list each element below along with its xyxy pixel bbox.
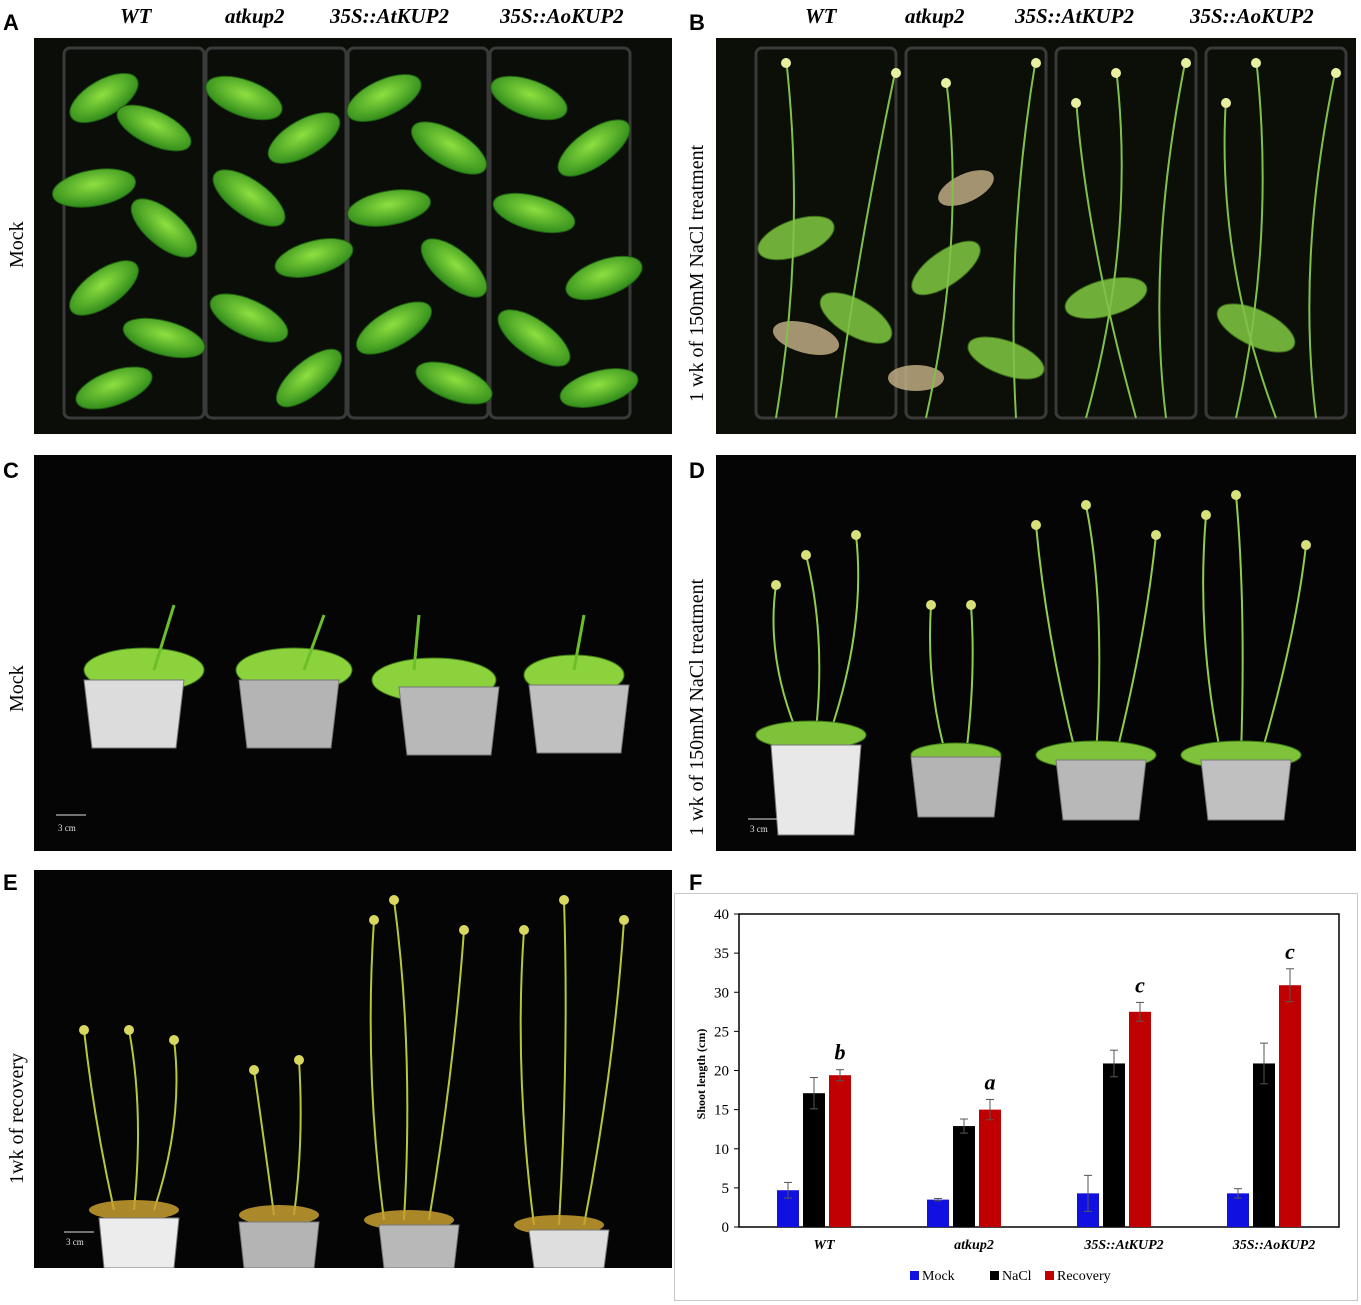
panel-letter-e: E [3, 870, 18, 895]
header-b-atkup2: atkup2 [905, 4, 965, 28]
significance-letters: b a c c [835, 939, 1296, 1095]
bar-nacl-0 [803, 1093, 825, 1227]
header-b-atkup2-oe: 35S::AtKUP2 [1015, 4, 1135, 28]
header-b-aokup2-oe: 35S::AoKUP2 [1190, 4, 1314, 28]
bar-mock-0 [777, 1190, 799, 1227]
bar-nacl-2 [1103, 1063, 1125, 1227]
panel-letter-a: A [3, 10, 19, 35]
scale-label-d: 3 cm [750, 824, 768, 834]
photo-e-recovery: 3 cm [34, 870, 672, 1268]
y-axis: 0 5 10 15 20 25 30 35 40 [714, 907, 739, 1236]
scale-label-e: 3 cm [66, 1237, 84, 1247]
y-tick-label: 10 [714, 1142, 729, 1158]
chart-f-frame: 0 5 10 15 20 25 30 35 40 WT atkup2 35S::AtKUP2 35S:… [674, 893, 1358, 1301]
scale-label-c: 3 cm [58, 823, 76, 833]
bars-group [777, 968, 1301, 1227]
bar-nacl-1 [953, 1126, 975, 1227]
bar-recovery-2 [1129, 1011, 1151, 1227]
header-a-atkup2: atkup2 [225, 4, 285, 28]
category-label: 35S::AoKUP2 [1232, 1238, 1315, 1253]
significance-letter: a [985, 1069, 996, 1094]
significance-letter: c [1285, 939, 1295, 964]
row-label-b: 1 wk of 150mM NaCl treatment [686, 144, 708, 402]
legend-label-recovery: Recovery [1057, 1269, 1111, 1284]
category-label: atkup2 [954, 1238, 994, 1253]
plants-c-illustration: 3 cm [34, 455, 672, 851]
plants-a-illustration [34, 38, 672, 434]
header-a-wt: WT [120, 4, 152, 28]
photo-b-nacl-top-view [716, 38, 1356, 434]
plants-d-illustration: 3 cm [716, 455, 1356, 851]
y-axis-label: Shoot length (cm) [694, 1029, 708, 1120]
y-tick-label: 35 [714, 946, 729, 962]
y-tick-label: 0 [722, 1220, 730, 1236]
legend: Mock NaCl Recovery [910, 1269, 1111, 1284]
photo-a-mock-top-view [34, 38, 672, 434]
row-label-d: 1 wk of 150mM NaCl treatment [686, 578, 708, 836]
significance-letter: b [835, 1040, 846, 1065]
y-tick-label: 30 [714, 985, 729, 1001]
category-label: 35S::AtKUP2 [1083, 1238, 1163, 1253]
row-label-c: Mock [6, 665, 28, 712]
bar-mock-1 [927, 1199, 949, 1227]
row-label-e: 1wk of recovery [6, 1052, 28, 1184]
y-tick-label: 25 [714, 1024, 729, 1040]
legend-label-mock: Mock [922, 1269, 955, 1284]
bar-recovery-3 [1279, 985, 1301, 1227]
photo-d-nacl-side-view: 3 cm [716, 455, 1356, 851]
plants-b-illustration [716, 38, 1356, 434]
legend-swatch-recovery [1045, 1271, 1054, 1280]
bar-mock-3 [1227, 1193, 1249, 1227]
header-a-aokup2-oe: 35S::AoKUP2 [500, 4, 624, 28]
y-tick-label: 20 [714, 1064, 729, 1080]
photo-c-mock-side-view: 3 cm [34, 455, 672, 851]
row-label-a: Mock [6, 221, 28, 268]
plants-e-illustration: 3 cm [34, 870, 672, 1268]
panel-letter-f: F [689, 870, 703, 895]
significance-letter: c [1135, 972, 1145, 997]
y-tick-label: 5 [722, 1181, 730, 1197]
legend-label-nacl: NaCl [1002, 1269, 1032, 1284]
y-tick-label: 15 [714, 1103, 729, 1119]
panel-letter-c: C [3, 458, 19, 483]
legend-swatch-mock [910, 1271, 919, 1280]
y-tick-label: 40 [714, 907, 729, 923]
header-a-atkup2-oe: 35S::AtKUP2 [330, 4, 450, 28]
shoot-length-chart: 0 5 10 15 20 25 30 35 40 WT atkup2 35S::AtKUP2 35S:… [694, 907, 1340, 1284]
bar-recovery-0 [829, 1075, 851, 1227]
category-label: WT [814, 1238, 836, 1253]
panel-letter-b: B [689, 10, 705, 35]
header-b-wt: WT [805, 4, 837, 28]
x-axis-labels: WT atkup2 35S::AtKUP2 35S::AoKUP2 [814, 1238, 1316, 1253]
bar-recovery-1 [979, 1109, 1001, 1227]
legend-swatch-nacl [990, 1271, 999, 1280]
panel-letter-d: D [689, 458, 705, 483]
bar-nacl-3 [1253, 1063, 1275, 1227]
